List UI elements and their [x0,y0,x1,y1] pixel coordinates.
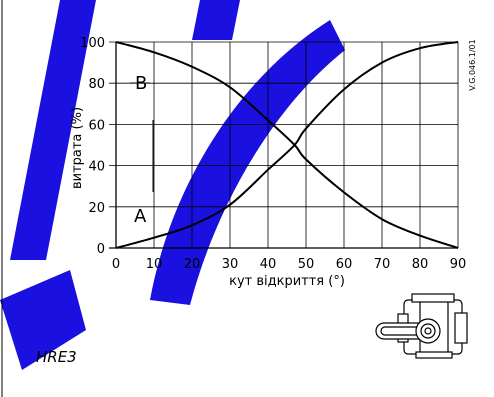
x-tick-label: 60 [336,257,353,272]
y-tick-label: 0 [97,242,105,257]
y-tick-label: 100 [80,36,105,51]
valve-icon [375,293,468,359]
x-axis-label: кут відкриття (°) [229,274,345,289]
x-tick-label: 20 [184,257,201,272]
grid [109,41,459,249]
x-tick-label: 0 [112,257,120,272]
y-tick-label: 40 [88,160,105,175]
x-tick-label: 30 [222,257,239,272]
model-label: HRE3 [36,348,77,366]
x-tick-label: 10 [146,257,163,272]
curves [115,41,459,249]
y-tick-label: 60 [88,118,105,133]
y-tick-labels: 0 20 40 60 80 100 [80,36,105,257]
watermark-stroke-4 [192,0,240,40]
drawing-code: V.G.046.1/01 [468,39,477,91]
watermark-stroke-2 [0,270,86,370]
y-tick-label: 20 [88,201,105,216]
series-label-b: B [135,73,147,94]
series-line-b [115,41,459,249]
x-tick-label: 80 [412,257,429,272]
x-tick-label: 90 [450,257,467,272]
x-tick-label: 50 [298,257,315,272]
y-tick-label: 80 [88,77,105,92]
x-tick-labels: 0 10 20 30 40 50 60 70 80 90 [112,257,466,272]
watermark-stroke-1 [10,0,96,260]
x-tick-label: 40 [260,257,277,272]
y-axis-label: витрата (%) [70,107,85,189]
x-tick-label: 70 [374,257,391,272]
watermark [0,0,345,370]
series-label-a: A [134,206,147,227]
watermark-stroke-3 [150,20,345,305]
